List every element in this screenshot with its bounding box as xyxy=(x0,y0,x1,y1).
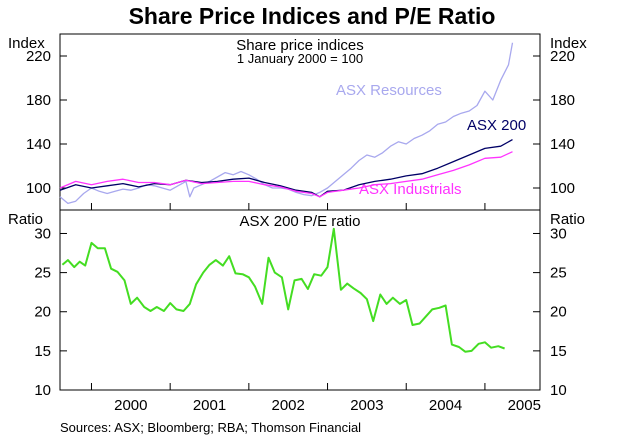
series-asx-resources xyxy=(59,42,514,205)
top-y-left-tick-label-100: 100 xyxy=(26,180,51,197)
plot-frame xyxy=(59,33,541,391)
top-panel-ticks: 100 100 140 140 180 180 220 220 xyxy=(26,48,575,197)
top-y-right-tick-label-100: 100 xyxy=(550,180,575,197)
bottom-y-left-tick-label-25: 25 xyxy=(34,265,51,282)
top-y-left-tick-label-220: 220 xyxy=(26,48,51,65)
chart-title: Share Price Indices and P/E Ratio xyxy=(129,3,496,29)
top-y-right-tick-label-220: 220 xyxy=(550,48,575,65)
x-tick-label-2001: 2001 xyxy=(193,397,226,414)
bottom-left-axis-title: Ratio xyxy=(8,211,43,228)
bottom-y-right-tick-label-10: 10 xyxy=(550,382,567,399)
bottom-y-right-tick-label-20: 20 xyxy=(550,304,567,321)
bottom-y-left-tick-label-30: 30 xyxy=(34,225,51,242)
top-panel-series xyxy=(59,42,514,205)
x-tick-label-2004: 2004 xyxy=(429,397,462,414)
top-panel-title: Share price indices xyxy=(236,37,364,54)
top-y-left-tick-label-140: 140 xyxy=(26,136,51,153)
series-asx-200 xyxy=(59,139,513,198)
bottom-y-right-tick-label-30: 30 xyxy=(550,225,567,242)
x-tick-label-2005: 2005 xyxy=(508,397,541,414)
bottom-y-right-tick-label-25: 25 xyxy=(550,265,567,282)
bottom-y-left-tick-label-15: 15 xyxy=(34,343,51,360)
top-y-left-tick-label-180: 180 xyxy=(26,92,51,109)
x-tick-label-2003: 2003 xyxy=(350,397,383,414)
bottom-right-axis-title: Ratio xyxy=(550,211,585,228)
x-axis-ticks: 2000 2001 2002 2003 2004 2005 xyxy=(90,203,541,414)
x-tick-label-2000: 2000 xyxy=(114,397,147,414)
top-right-axis-title: Index xyxy=(550,35,587,52)
series-asx-industrials xyxy=(59,151,513,198)
top-left-axis-title: Index xyxy=(8,35,45,52)
asx-200-label: ASX 200 xyxy=(467,117,526,134)
asx-industrials-label: ASX Industrials xyxy=(359,181,462,198)
top-y-right-tick-label-140: 140 xyxy=(550,136,575,153)
x-tick-label-2002: 2002 xyxy=(272,397,305,414)
bottom-y-right-tick-label-15: 15 xyxy=(550,343,567,360)
top-y-right-tick-label-180: 180 xyxy=(550,92,575,109)
bottom-y-left-tick-label-10: 10 xyxy=(34,382,51,399)
series-asx-200-p-e-ratio xyxy=(61,227,505,353)
bottom-panel-ticks: 10 10 15 15 20 20 25 25 30 30 xyxy=(34,225,566,399)
bottom-panel-title: ASX 200 P/E ratio xyxy=(240,213,361,230)
asx-resources-label: ASX Resources xyxy=(336,82,442,99)
source-note: Sources: ASX; Bloomberg; RBA; Thomson Fi… xyxy=(60,420,361,435)
bottom-y-left-tick-label-20: 20 xyxy=(34,304,51,321)
bottom-panel-series xyxy=(61,227,505,353)
top-panel-subtitle: 1 January 2000 = 100 xyxy=(237,51,363,66)
